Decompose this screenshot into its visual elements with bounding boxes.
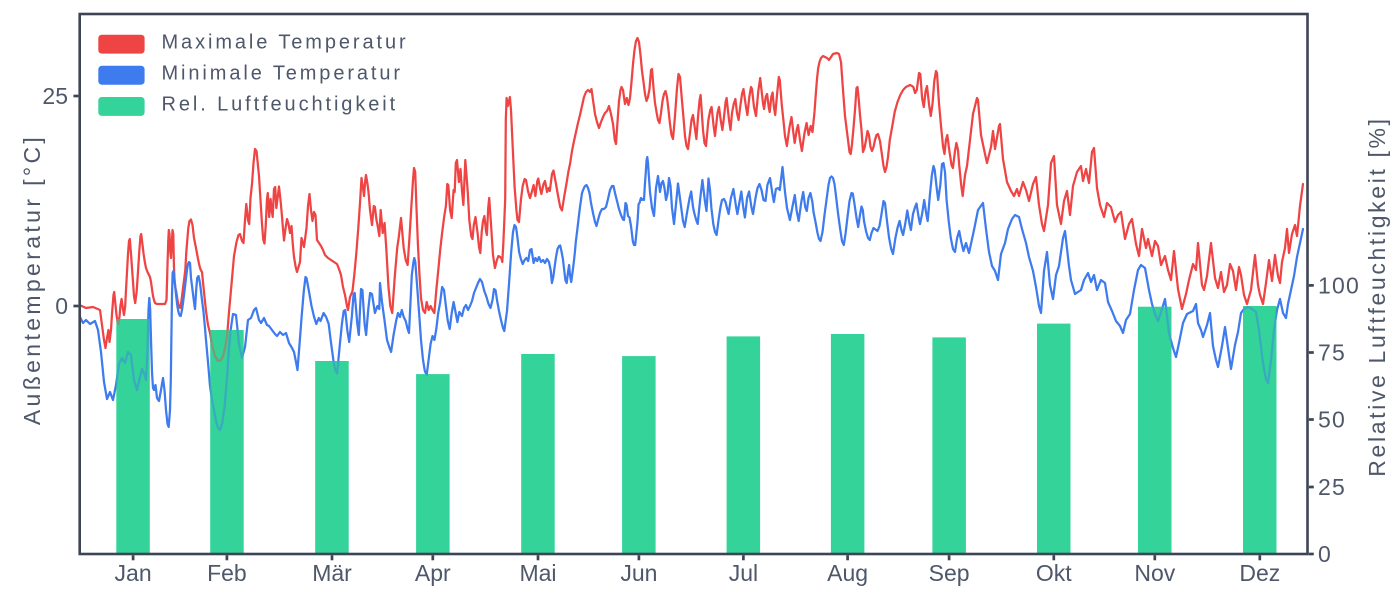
svg-text:Außentemperatur [°C]: Außentemperatur [°C] — [19, 134, 45, 425]
svg-text:Jan: Jan — [115, 560, 152, 586]
svg-text:100: 100 — [1318, 272, 1360, 298]
svg-text:Jul: Jul — [729, 560, 758, 586]
svg-text:Jun: Jun — [620, 560, 657, 586]
svg-text:Rel. Luftfeuchtigkeit: Rel. Luftfeuchtigkeit — [162, 94, 399, 116]
svg-text:Apr: Apr — [415, 560, 451, 586]
svg-text:Mär: Mär — [312, 560, 352, 586]
svg-text:Relative Luftfeuchtigkeit [%]: Relative Luftfeuchtigkeit [%] — [1364, 116, 1390, 476]
svg-text:Mai: Mai — [519, 560, 556, 586]
svg-text:Dez: Dez — [1239, 560, 1280, 586]
svg-text:0: 0 — [55, 293, 68, 319]
svg-text:0: 0 — [1318, 541, 1332, 567]
svg-text:Aug: Aug — [827, 560, 868, 586]
svg-text:25: 25 — [42, 83, 68, 109]
svg-text:Feb: Feb — [207, 560, 247, 586]
svg-text:75: 75 — [1318, 340, 1346, 366]
svg-text:Nov: Nov — [1134, 560, 1175, 586]
svg-text:Maximale Temperatur: Maximale Temperatur — [162, 31, 409, 53]
svg-text:Sep: Sep — [929, 560, 970, 586]
svg-text:Okt: Okt — [1036, 560, 1072, 586]
svg-text:25: 25 — [1318, 474, 1346, 500]
svg-text:Minimale Temperatur: Minimale Temperatur — [162, 62, 403, 84]
svg-text:50: 50 — [1318, 407, 1346, 433]
